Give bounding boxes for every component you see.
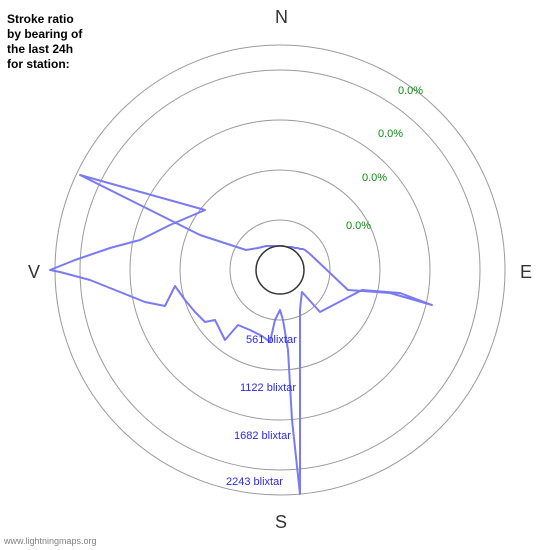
cardinal-n: N — [275, 7, 288, 28]
radial-count-label: 1122 blixtar — [240, 382, 296, 394]
ring-percent-label: 0.0% — [398, 85, 423, 97]
radial-count-label: 2243 blixtar — [226, 476, 283, 488]
cardinal-e: E — [520, 262, 532, 283]
ring-percent-label: 0.0% — [378, 128, 403, 140]
ring-percent-label: 0.0% — [362, 172, 387, 184]
radial-count-label: 1682 blixtar — [234, 430, 291, 442]
polar-chart — [0, 0, 550, 550]
cardinal-v: V — [28, 262, 40, 283]
cardinal-s: S — [275, 512, 287, 533]
credit-text: www.lightningmaps.org — [4, 536, 97, 546]
ring-percent-label: 0.0% — [346, 220, 371, 232]
radial-count-label: 561 blixtar — [246, 334, 297, 346]
chart-title: Stroke ratio by bearing of the last 24h … — [7, 12, 82, 72]
